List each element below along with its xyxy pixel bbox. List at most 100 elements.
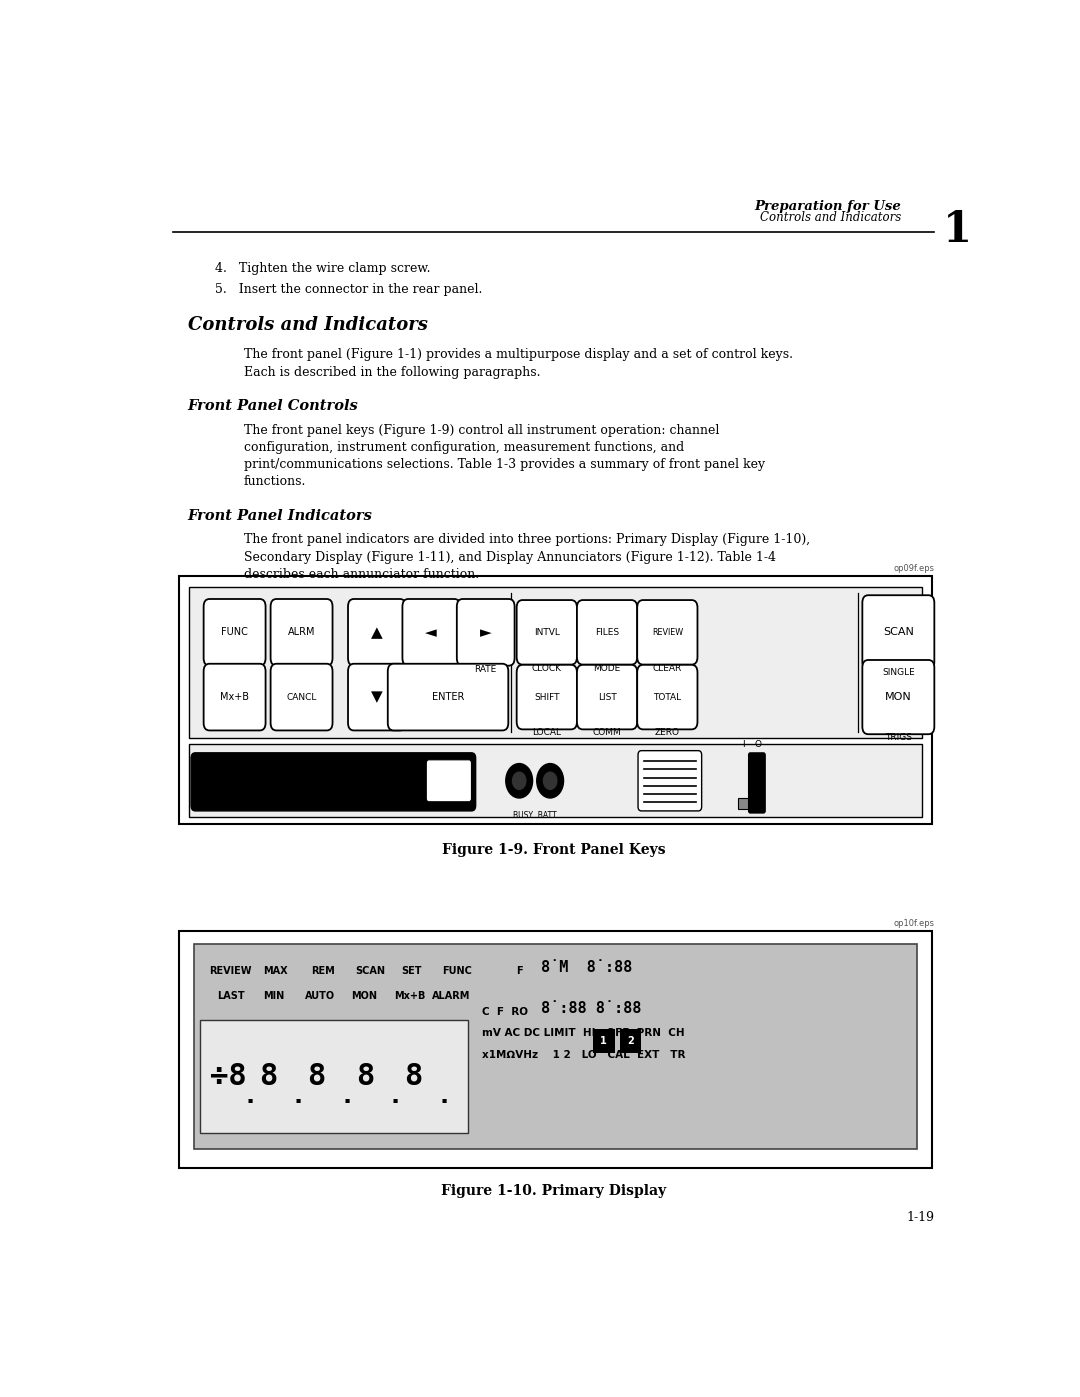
Text: Mx+B: Mx+B	[220, 692, 249, 703]
FancyBboxPatch shape	[862, 659, 934, 735]
Text: describes each annunciator function.: describes each annunciator function.	[244, 567, 478, 581]
Text: REM: REM	[311, 965, 335, 975]
FancyBboxPatch shape	[178, 577, 932, 824]
FancyBboxPatch shape	[577, 665, 637, 729]
FancyBboxPatch shape	[516, 601, 577, 665]
Text: op09f.eps: op09f.eps	[893, 564, 934, 573]
Text: .: .	[436, 1084, 451, 1108]
FancyBboxPatch shape	[427, 760, 472, 802]
FancyBboxPatch shape	[593, 1030, 615, 1053]
FancyBboxPatch shape	[271, 664, 333, 731]
Text: .: .	[339, 1084, 354, 1108]
Text: CLOCK: CLOCK	[531, 664, 562, 672]
Text: ÷8: ÷8	[211, 1062, 247, 1091]
Text: MIN: MIN	[264, 990, 284, 1000]
Text: FILES: FILES	[595, 627, 619, 637]
Text: op10f.eps: op10f.eps	[893, 919, 934, 928]
FancyBboxPatch shape	[348, 664, 406, 731]
Text: AUTO: AUTO	[305, 990, 335, 1000]
FancyBboxPatch shape	[191, 753, 475, 810]
Text: INTVL: INTVL	[534, 627, 559, 637]
Text: ALRM: ALRM	[287, 627, 315, 637]
Text: print/communications selections. Table 1-3 provides a summary of front panel key: print/communications selections. Table 1…	[244, 458, 765, 471]
Text: .: .	[242, 1084, 257, 1108]
Text: SINGLE: SINGLE	[882, 668, 915, 678]
Text: C  F  RO: C F RO	[483, 1007, 528, 1017]
Text: 8̇M  8̇:88: 8̇M 8̇:88	[541, 960, 632, 975]
FancyBboxPatch shape	[388, 664, 509, 731]
Text: Controls and Indicators: Controls and Indicators	[188, 316, 428, 334]
Text: I: I	[742, 739, 745, 749]
Text: F: F	[516, 965, 523, 975]
Text: Figure 1-9. Front Panel Keys: Figure 1-9. Front Panel Keys	[442, 844, 665, 858]
Text: SHIFT: SHIFT	[534, 693, 559, 701]
Text: 4.   Tighten the wire clamp screw.: 4. Tighten the wire clamp screw.	[215, 263, 430, 275]
Text: Preparation for Use: Preparation for Use	[754, 200, 901, 212]
Circle shape	[537, 764, 564, 798]
FancyBboxPatch shape	[193, 944, 917, 1148]
Text: ▲: ▲	[372, 624, 382, 640]
Text: 8: 8	[356, 1062, 375, 1091]
FancyBboxPatch shape	[348, 599, 406, 666]
Text: BUSY  BATT: BUSY BATT	[513, 810, 556, 820]
Text: The front panel indicators are divided into three portions: Primary Display (Fig: The front panel indicators are divided i…	[244, 534, 810, 546]
Text: Mx+B: Mx+B	[394, 990, 426, 1000]
FancyBboxPatch shape	[516, 665, 577, 729]
Text: Front Panel Indicators: Front Panel Indicators	[188, 509, 373, 522]
FancyBboxPatch shape	[862, 595, 934, 669]
Text: 5.   Insert the connector in the rear panel.: 5. Insert the connector in the rear pane…	[215, 282, 482, 296]
Text: Front Panel Controls: Front Panel Controls	[188, 400, 359, 414]
FancyBboxPatch shape	[637, 665, 698, 729]
Circle shape	[543, 773, 557, 789]
Text: .: .	[388, 1084, 403, 1108]
Text: .: .	[291, 1084, 306, 1108]
Text: mV AC DC LIMIT  HI   OFF  PRN  CH: mV AC DC LIMIT HI OFF PRN CH	[483, 1028, 685, 1038]
Text: CANCL: CANCL	[286, 693, 316, 701]
FancyBboxPatch shape	[739, 798, 752, 809]
Text: TOTAL: TOTAL	[653, 693, 681, 701]
Text: MON: MON	[351, 990, 377, 1000]
FancyBboxPatch shape	[637, 601, 698, 665]
Text: configuration, instrument configuration, measurement functions, and: configuration, instrument configuration,…	[244, 441, 684, 454]
Text: TRIGS: TRIGS	[885, 733, 912, 742]
Text: ◄: ◄	[426, 624, 437, 640]
Text: 1: 1	[943, 208, 972, 250]
Text: The front panel (Figure 1-1) provides a multipurpose display and a set of contro: The front panel (Figure 1-1) provides a …	[244, 348, 793, 362]
FancyBboxPatch shape	[189, 745, 922, 817]
Text: SET: SET	[401, 965, 421, 975]
Text: 8̇:88 8̇:88: 8̇:88 8̇:88	[541, 1002, 642, 1016]
Text: ZERO: ZERO	[654, 728, 679, 738]
Text: functions.: functions.	[244, 475, 307, 489]
Text: REVIEW: REVIEW	[208, 965, 252, 975]
FancyBboxPatch shape	[189, 587, 922, 738]
Circle shape	[505, 764, 532, 798]
Text: SCAN: SCAN	[355, 965, 386, 975]
Text: 8: 8	[308, 1062, 326, 1091]
Text: ENTER: ENTER	[432, 692, 464, 703]
Text: LAST: LAST	[217, 990, 245, 1000]
Text: SCAN: SCAN	[883, 627, 914, 637]
FancyBboxPatch shape	[620, 1030, 642, 1053]
Text: REVIEW: REVIEW	[651, 627, 683, 637]
FancyBboxPatch shape	[638, 750, 702, 810]
Text: 2: 2	[627, 1037, 634, 1046]
Text: ALARM: ALARM	[432, 990, 471, 1000]
Text: x1MΩVHz    1 2   LO   CAL  EXT   TR: x1MΩVHz 1 2 LO CAL EXT TR	[483, 1049, 686, 1060]
Text: CLEAR: CLEAR	[652, 664, 681, 672]
FancyBboxPatch shape	[200, 1020, 468, 1133]
FancyBboxPatch shape	[748, 753, 766, 813]
Text: 8: 8	[259, 1062, 278, 1091]
Text: FUNC: FUNC	[442, 965, 472, 975]
Text: MODE: MODE	[593, 664, 621, 672]
Text: RATE: RATE	[474, 665, 497, 673]
Text: 8: 8	[405, 1062, 423, 1091]
Text: O: O	[754, 739, 761, 749]
Text: LIST: LIST	[597, 693, 617, 701]
Text: Each is described in the following paragraphs.: Each is described in the following parag…	[244, 366, 540, 379]
FancyBboxPatch shape	[577, 601, 637, 665]
Circle shape	[513, 773, 526, 789]
FancyBboxPatch shape	[271, 599, 333, 666]
Text: The front panel keys (Figure 1-9) control all instrument operation: channel: The front panel keys (Figure 1-9) contro…	[244, 423, 719, 437]
Text: MAX: MAX	[264, 965, 287, 975]
Text: 1-19: 1-19	[906, 1211, 934, 1224]
